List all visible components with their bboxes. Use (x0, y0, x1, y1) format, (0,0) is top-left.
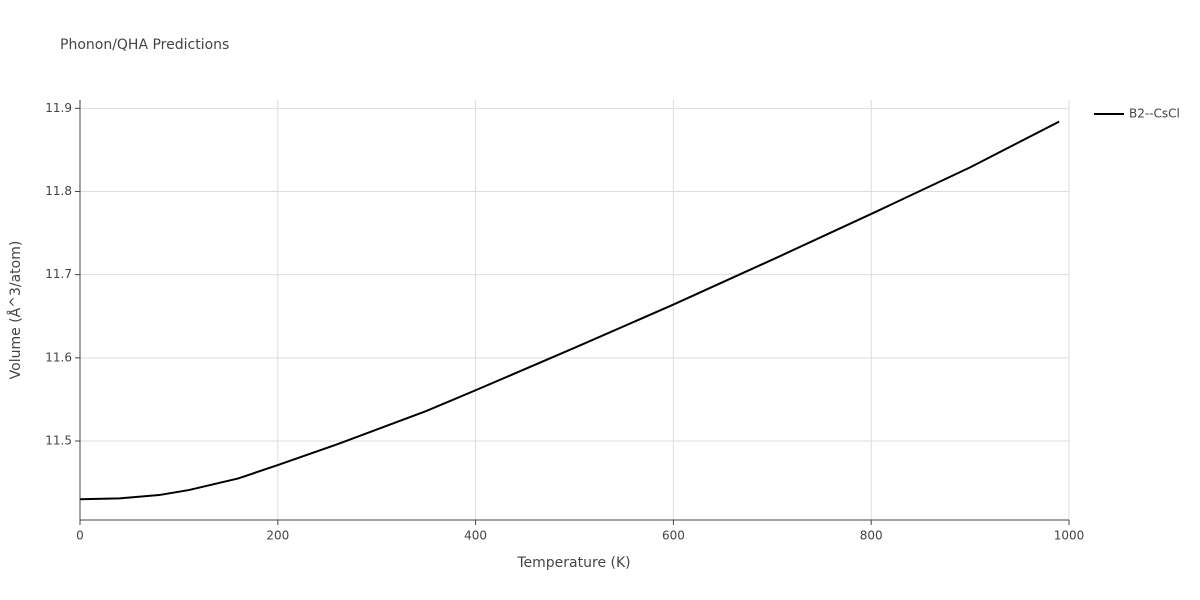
y-tick-label: 11.7 (45, 267, 72, 281)
y-axis-label: Volume (Å^3/atom) (7, 241, 24, 380)
y-tick-label: 11.6 (45, 350, 72, 364)
data-line (79, 120, 1060, 501)
x-tick-label: 600 (662, 529, 685, 543)
chart-title: Phonon/QHA Predictions (60, 37, 229, 53)
x-tick-label: 400 (464, 529, 487, 543)
x-tick-label: 200 (266, 529, 289, 543)
x-tick-label: 800 (860, 529, 883, 543)
x-tick-label: 0 (76, 529, 84, 543)
legend-label: B2--CsCl (1129, 107, 1180, 121)
x-tick-label: 1000 (1054, 529, 1085, 543)
x-axis-label: Temperature (K) (516, 555, 630, 571)
y-tick-label: 11.8 (45, 184, 72, 198)
y-tick-label: 11.5 (45, 433, 72, 447)
y-tick-label: 11.9 (45, 101, 72, 115)
